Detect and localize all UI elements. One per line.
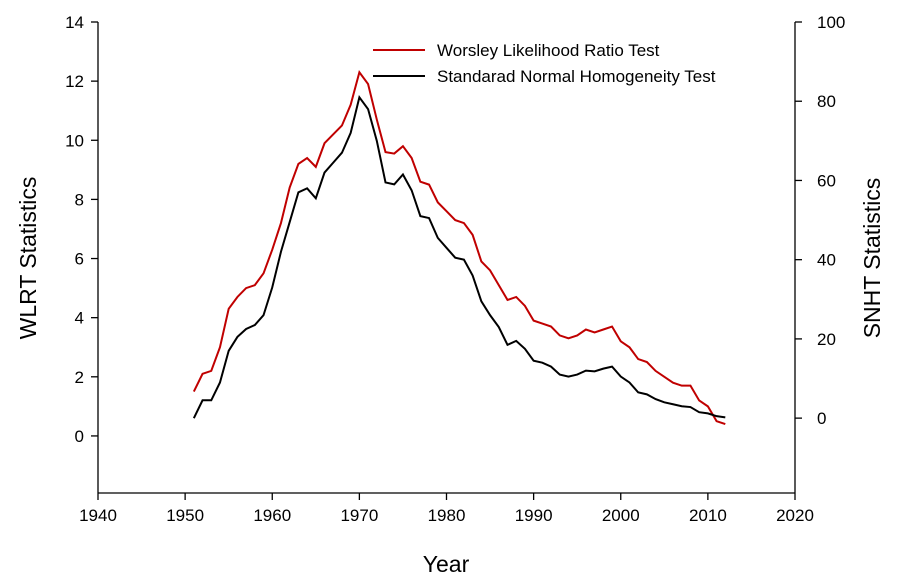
x-tick-label: 1950: [166, 506, 204, 525]
x-tick-label: 1940: [79, 506, 117, 525]
y2-tick-label: 100: [817, 13, 845, 32]
series-line: [192, 94, 726, 419]
x-tick-label: 2000: [602, 506, 640, 525]
y2-tick-label: 40: [817, 251, 836, 270]
legend-label: Standarad Normal Homogeneity Test: [437, 67, 716, 86]
y2-tick-label: 60: [817, 171, 836, 190]
x-tick-label: 1980: [428, 506, 466, 525]
y2-tick-label: 20: [817, 330, 836, 349]
y-tick-label: 4: [75, 309, 84, 328]
y2-tick-label: 0: [817, 409, 826, 428]
x-tick-label: 1970: [340, 506, 378, 525]
y-tick-label: 10: [65, 131, 84, 150]
series-line: [192, 69, 726, 426]
y-tick-label: 0: [75, 427, 84, 446]
y-tick-label: 12: [65, 72, 84, 91]
x-tick-label: 1990: [515, 506, 553, 525]
y-tick-label: 8: [75, 190, 84, 209]
y-tick-label: 14: [65, 13, 84, 32]
x-tick-label: 2010: [689, 506, 727, 525]
x-tick-label: 2020: [776, 506, 814, 525]
x-axis-title: Year: [423, 551, 470, 577]
y2-axis-title: SNHT Statistics: [859, 178, 885, 339]
y-axis-title: WLRT Statistics: [15, 177, 41, 340]
x-tick-label: 1960: [253, 506, 291, 525]
y2-tick-label: 80: [817, 92, 836, 111]
legend-label: Worsley Likelihood Ratio Test: [437, 41, 660, 60]
y-tick-label: 2: [75, 368, 84, 387]
y-tick-label: 6: [75, 250, 84, 269]
